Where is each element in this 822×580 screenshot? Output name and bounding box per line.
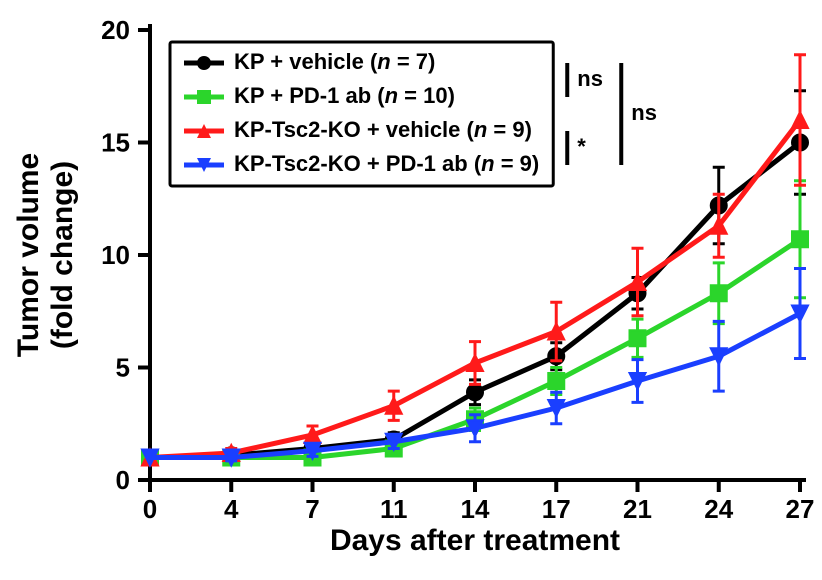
- x-tick-label: 21: [623, 494, 652, 524]
- x-tick-label: 0: [143, 494, 157, 524]
- y-axis-title: Tumor volume(fold change): [12, 153, 79, 357]
- x-axis-title: Days after treatment: [330, 524, 620, 557]
- significance-label: *: [577, 134, 586, 159]
- legend-item-kp_pd1: KP + PD-1 ab (n = 10): [234, 83, 455, 108]
- y-tick-label: 15: [101, 128, 130, 158]
- x-tick-label: 14: [461, 494, 490, 524]
- chart-container: 0 5 10 15 20 0 4 7 11 14 17 21 24 27 Days after treatm…: [0, 0, 822, 580]
- legend-item-kp_vehicle: KP + vehicle (n = 7): [234, 49, 435, 74]
- significance-label: ns: [577, 66, 603, 91]
- tumor-volume-line-chart: 0 5 10 15 20 0 4 7 11 14 17 21 24 27 Days after treatm…: [0, 0, 822, 580]
- legend-item-kptsc2_vehicle: KP-Tsc2-KO + vehicle (n = 9): [234, 117, 532, 142]
- x-tick-label: 11: [380, 494, 408, 524]
- y-tick-label: 5: [116, 353, 130, 383]
- x-tick-label: 24: [704, 494, 733, 524]
- y-tick-label: 0: [116, 465, 130, 495]
- x-tick-label: 7: [305, 494, 319, 524]
- significance-label: ns: [631, 100, 657, 125]
- x-tick-label: 27: [786, 494, 815, 524]
- x-tick-label: 4: [224, 494, 239, 524]
- y-tick-label: 20: [101, 15, 130, 45]
- legend-item-kptsc2_pd1: KP-Tsc2-KO + PD-1 ab (n = 9): [234, 151, 539, 176]
- x-tick-label: 17: [542, 494, 571, 524]
- y-tick-label: 10: [101, 240, 130, 270]
